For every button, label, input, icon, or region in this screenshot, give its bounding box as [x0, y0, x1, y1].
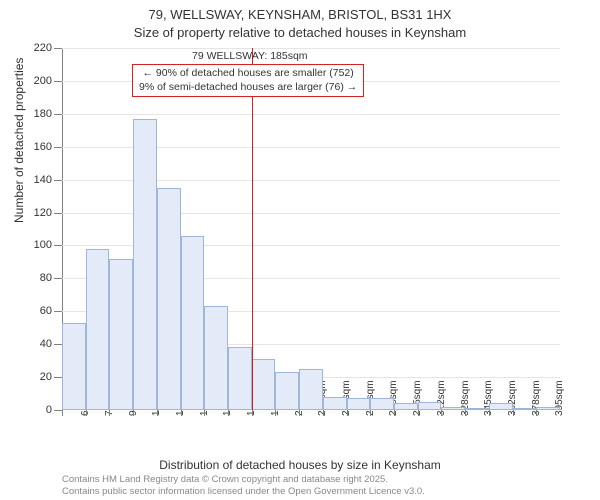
marker-legend-box: ← 90% of detached houses are smaller (75… — [132, 64, 364, 97]
y-tick-label: 20 — [40, 371, 62, 383]
x-tick — [513, 410, 514, 416]
histogram-bar — [62, 323, 86, 410]
chart-wrapper: 79, WELLSWAY, KEYNSHAM, BRISTOL, BS31 1H… — [0, 0, 600, 500]
histogram-bar — [86, 249, 110, 410]
histogram-bar — [133, 119, 157, 410]
x-tick — [204, 410, 205, 416]
x-tick — [252, 410, 253, 416]
x-tick — [275, 410, 276, 416]
histogram-bar — [418, 402, 442, 410]
x-tick — [323, 410, 324, 416]
x-tick — [181, 410, 182, 416]
y-tick-label: 120 — [34, 207, 62, 219]
x-tick — [441, 410, 442, 416]
histogram-bar — [252, 359, 276, 410]
histogram-bar — [181, 236, 205, 410]
footnote-line2: Contains public sector information licen… — [62, 486, 425, 497]
footnote-line1: Contains HM Land Registry data © Crown c… — [62, 474, 388, 485]
y-tick-label: 200 — [34, 75, 62, 87]
x-tick — [157, 410, 158, 416]
y-tick-label: 0 — [46, 404, 62, 416]
x-tick — [465, 410, 466, 416]
x-tick — [489, 410, 490, 416]
y-tick-label: 140 — [34, 174, 62, 186]
plot-area: 02040608010012014016018020022062sqm79sqm… — [62, 48, 560, 410]
title-subtitle: Size of property relative to detached ho… — [0, 24, 600, 42]
x-tick — [370, 410, 371, 416]
y-tick-label: 80 — [40, 272, 62, 284]
x-axis-label: Distribution of detached houses by size … — [0, 458, 600, 472]
y-tick-label: 100 — [34, 239, 62, 251]
y-tick-label: 180 — [34, 108, 62, 120]
histogram-bar — [536, 407, 560, 410]
histogram-bar — [157, 188, 181, 410]
x-tick — [394, 410, 395, 416]
marker-line — [252, 48, 253, 410]
histogram-bar — [299, 369, 323, 410]
y-tick-label: 160 — [34, 141, 62, 153]
x-tick — [86, 410, 87, 416]
histogram-bar — [109, 259, 133, 410]
histogram-bar — [228, 347, 252, 410]
x-tick — [228, 410, 229, 416]
marker-legend-line2: 9% of semi-detached houses are larger (7… — [139, 81, 357, 93]
x-tick — [347, 410, 348, 416]
x-tick — [133, 410, 134, 416]
histogram-bar — [394, 403, 418, 410]
x-tick — [109, 410, 110, 416]
y-tick-label: 60 — [40, 305, 62, 317]
histogram-bar — [347, 398, 371, 410]
histogram-bar — [489, 403, 513, 410]
x-tick — [299, 410, 300, 416]
histogram-bar — [465, 408, 489, 410]
histogram-bar — [513, 408, 537, 410]
title-address: 79, WELLSWAY, KEYNSHAM, BRISTOL, BS31 1H… — [0, 6, 600, 24]
y-tick-label: 220 — [34, 42, 62, 54]
bars-container — [62, 48, 560, 410]
x-tick — [418, 410, 419, 416]
histogram-bar — [441, 407, 465, 410]
x-tick — [536, 410, 537, 416]
histogram-bar — [323, 397, 347, 410]
histogram-bar — [370, 398, 394, 410]
footnote: Contains HM Land Registry data © Crown c… — [62, 474, 425, 498]
marker-title: 79 WELLSWAY: 185sqm — [192, 50, 308, 62]
y-axis-label: Number of detached properties — [12, 58, 26, 223]
histogram-bar — [204, 306, 228, 410]
histogram-bar — [275, 372, 299, 410]
y-tick-label: 40 — [40, 338, 62, 350]
x-tick — [62, 410, 63, 416]
marker-legend-line1: ← 90% of detached houses are smaller (75… — [142, 67, 353, 79]
chart-title: 79, WELLSWAY, KEYNSHAM, BRISTOL, BS31 1H… — [0, 0, 600, 41]
